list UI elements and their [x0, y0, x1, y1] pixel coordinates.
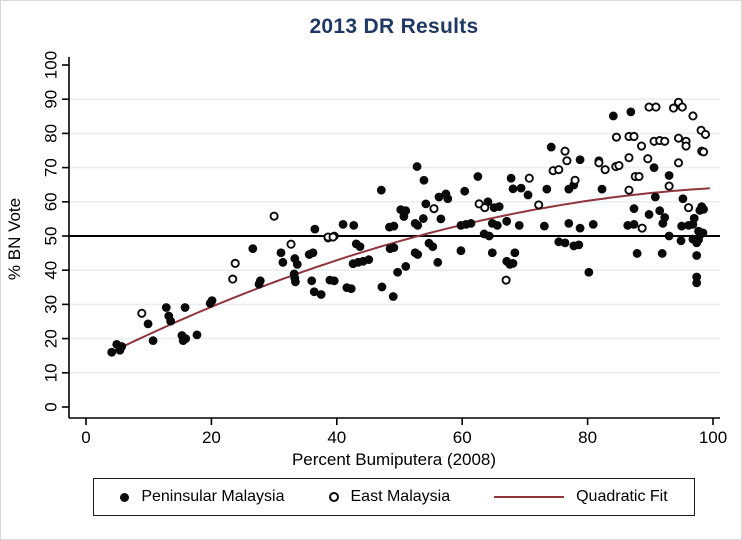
svg-text:100: 100 [41, 51, 60, 79]
svg-text:30: 30 [41, 295, 60, 314]
legend-label-east: East Malaysia [350, 488, 451, 505]
svg-text:50: 50 [41, 227, 60, 246]
legend-item-fit: Quadratic Fit [494, 488, 668, 506]
svg-text:10: 10 [41, 363, 60, 382]
chart-title: 2013 DR Results [309, 15, 479, 38]
svg-text:20: 20 [202, 428, 221, 447]
legend-item-east: East Malaysia [328, 488, 451, 506]
svg-text:40: 40 [327, 428, 346, 447]
svg-text:80: 80 [41, 124, 60, 143]
x-axis-label: Percent Bumiputera (2008) [291, 450, 497, 469]
svg-text:70: 70 [41, 158, 60, 177]
svg-text:0: 0 [81, 428, 90, 447]
svg-text:80: 80 [578, 428, 597, 447]
open-circle-marker-icon [328, 492, 339, 502]
legend-label-fit: Quadratic Fit [576, 488, 668, 505]
filled-circle-marker-icon [120, 492, 130, 502]
svg-text:60: 60 [41, 192, 60, 211]
legend-label-peninsular: Peninsular Malaysia [141, 488, 285, 505]
legend-box: Peninsular Malaysia East Malaysia Quadra… [93, 478, 695, 516]
legend-item-peninsular: Peninsular Malaysia [120, 488, 285, 506]
svg-text:0: 0 [41, 402, 60, 411]
y-axis-label: % BN Vote [5, 197, 24, 281]
svg-text:20: 20 [41, 329, 60, 348]
svg-text:60: 60 [453, 428, 472, 447]
svg-text:100: 100 [699, 428, 727, 447]
fit-line-marker-icon [494, 496, 565, 498]
legend: Peninsular Malaysia East Malaysia Quadra… [69, 478, 719, 516]
svg-text:40: 40 [41, 261, 60, 280]
svg-text:90: 90 [41, 90, 60, 109]
